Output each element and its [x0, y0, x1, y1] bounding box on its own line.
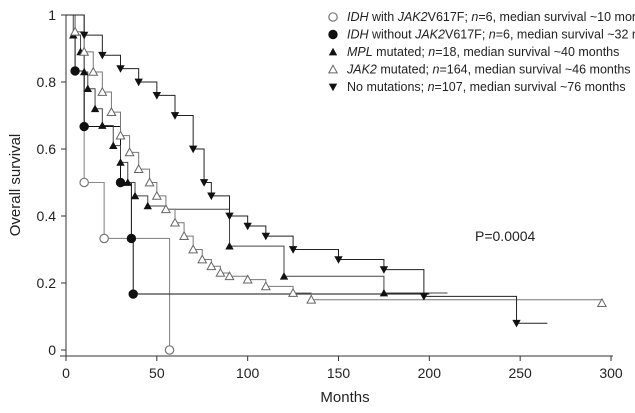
- series-point: [98, 51, 107, 60]
- series-point: [288, 287, 299, 297]
- series-line: [66, 14, 603, 304]
- series-point: [152, 92, 162, 100]
- series-point: [123, 178, 132, 186]
- x-tick-label: 100: [236, 365, 260, 381]
- x-tick-label: 250: [508, 365, 532, 381]
- legend-item: JAK2 mutated; n=164, median survival ~46…: [327, 63, 631, 77]
- x-tick-label: 200: [418, 365, 442, 381]
- series-point: [90, 104, 100, 113]
- y-axis-title: Overall survival: [7, 134, 24, 237]
- y-tick-label: 0.6: [37, 141, 57, 157]
- legend-label: No mutations; n=107, median survival ~76…: [347, 80, 626, 94]
- series-point: [106, 106, 117, 117]
- series-point: [143, 201, 152, 210]
- series-point: [97, 86, 108, 96]
- series-point: [70, 66, 80, 76]
- series-point: [206, 261, 217, 271]
- series-point: [215, 267, 226, 277]
- series-point: [79, 67, 89, 76]
- series-point: [116, 65, 125, 73]
- series-point: [98, 121, 107, 129]
- series-point: [169, 217, 181, 227]
- series-3: [66, 14, 607, 307]
- legend: IDH with JAK2V617F; n=6, median survival…: [327, 10, 635, 94]
- series-point: [133, 163, 144, 173]
- series-point: [197, 254, 208, 264]
- legend-marker: [328, 29, 338, 40]
- series-point: [243, 222, 252, 231]
- series-point: [179, 230, 190, 240]
- series-point: [124, 147, 135, 157]
- axes: 0 0.2 0.4 0.6 0.8 1 0 50 100 150 200 250 300: [37, 7, 623, 381]
- legend-item: IDH with JAK2V617F; n=6, median survival…: [328, 10, 635, 24]
- y-tick-label: 0.4: [37, 208, 57, 224]
- x-tick-label: 50: [149, 365, 165, 381]
- series-point: [288, 246, 298, 254]
- series-point: [596, 297, 607, 307]
- series-point: [207, 192, 216, 201]
- series-point: [164, 345, 175, 355]
- series-point: [242, 274, 253, 284]
- series-point: [115, 130, 126, 140]
- x-tick-label: 300: [599, 365, 623, 381]
- series-point: [160, 204, 171, 214]
- legend-item: MPL mutated; n=18, median survival ~40 m…: [328, 45, 619, 59]
- series-point: [260, 281, 271, 291]
- series-point: [261, 232, 271, 241]
- series-point: [128, 289, 138, 299]
- series-point: [151, 190, 162, 200]
- legend-item: IDH without JAK2V617F; n=6, median survi…: [328, 28, 635, 42]
- legend-marker: [328, 47, 338, 56]
- series-point: [144, 177, 155, 187]
- series-point: [188, 244, 199, 254]
- series-point: [512, 319, 521, 328]
- x-tick-label: 0: [62, 365, 70, 381]
- series-point: [225, 212, 234, 221]
- legend-marker: [328, 83, 338, 92]
- series-4: [66, 14, 548, 328]
- legend-item: No mutations; n=107, median survival ~76…: [328, 80, 626, 94]
- series-point: [70, 26, 81, 36]
- y-tick-label: 1: [48, 7, 56, 23]
- series-point: [79, 46, 90, 56]
- series-point: [116, 158, 125, 166]
- series-point: [306, 294, 317, 304]
- series-point: [170, 112, 180, 120]
- legend-marker: [327, 64, 339, 74]
- legend-label: MPL mutated; n=18, median survival ~40 m…: [347, 45, 619, 59]
- series-point: [188, 145, 198, 154]
- series-point: [334, 256, 343, 264]
- series-point: [79, 31, 89, 40]
- p-value-annotation: P=0.0004: [475, 228, 536, 244]
- series-point: [109, 141, 118, 150]
- series-point: [126, 233, 137, 244]
- series-point: [224, 271, 235, 281]
- x-axis-title: Months: [320, 389, 369, 406]
- series-point: [88, 66, 99, 76]
- series-point: [83, 84, 92, 93]
- y-tick-label: 0.8: [37, 74, 57, 90]
- legend-label: IDH without JAK2V617F; n=6, median survi…: [347, 28, 635, 42]
- series-point: [225, 241, 234, 250]
- y-tick-label: 0: [48, 342, 56, 358]
- x-tick-label: 150: [327, 365, 351, 381]
- series-point: [79, 177, 89, 188]
- series-point: [199, 179, 209, 187]
- series-point: [79, 121, 89, 132]
- series-point: [115, 177, 126, 188]
- series-point: [279, 272, 289, 280]
- series-point: [130, 191, 140, 200]
- series-point: [99, 233, 109, 244]
- legend-label: IDH with JAK2V617F; n=6, median survival…: [347, 10, 635, 24]
- y-tick-label: 0.2: [37, 275, 57, 291]
- series-point: [419, 293, 429, 301]
- legend-label: JAK2 mutated; n=164, median survival ~46…: [346, 63, 631, 77]
- series-point: [134, 78, 143, 87]
- series-point: [379, 288, 389, 297]
- series-point: [379, 266, 389, 274]
- plot-area: [66, 14, 607, 355]
- legend-marker: [328, 12, 338, 22]
